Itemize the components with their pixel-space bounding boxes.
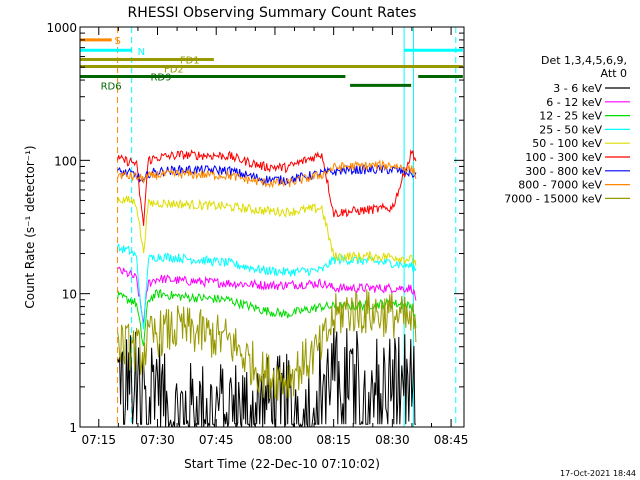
y-axis: 1 10 100 1000 [46,21,464,435]
legend-label: 300 - 800 keV [525,165,602,178]
y-tick-label: 100 [54,154,77,168]
flag-label-rd6: RD6 [101,81,122,92]
legend-label: 6 - 12 keV [546,96,602,109]
legend-label: 3 - 6 keV [553,82,602,95]
series-line-5 [117,148,417,226]
y-axis-label: Count Rate (s⁻¹ detector⁻¹) [23,145,37,308]
x-tick-label: 08:15 [316,433,351,447]
flag-label-fd2: FD2 [164,65,184,76]
y-tick-label: 1 [69,421,77,435]
chart-title: RHESSI Observing Summary Count Rates [128,5,417,21]
x-tick-label: 08:00 [258,433,293,447]
flag-label-n: N [138,47,145,58]
x-tick-label: 08:30 [375,433,410,447]
legend-label: 12 - 25 keV [539,110,602,123]
y-tick-label: 1000 [46,21,77,35]
legend-label: 25 - 50 keV [539,123,602,136]
x-tick-label: 07:30 [140,433,175,447]
series-line-8 [117,289,417,401]
x-axis: 07:15 07:30 07:45 08:00 08:15 08:30 08:45 [81,27,468,447]
legend-label: 7000 - 15000 keV [504,192,602,205]
flag-label-s: S [115,36,121,47]
legend-label: 50 - 100 keV [532,137,602,150]
series-line-1 [117,266,417,326]
legend-title: Det 1,3,4,5,6,9, [541,54,627,67]
legend-label: 100 - 300 keV [525,151,602,164]
flag-label-fd1: FD1 [180,56,200,67]
series-line-4 [117,195,417,266]
x-axis-label: Start Time (22-Dec-10 07:10:02) [184,457,380,471]
series-line-3 [117,243,417,330]
x-tick-label: 08:45 [434,433,469,447]
plot-frame [79,26,465,428]
flag-label-rd9: RD9 [150,73,171,84]
series-line-0 [117,327,416,427]
x-tick-label: 07:15 [81,433,116,447]
x-tick-label: 07:45 [199,433,234,447]
legend-title: Att 0 [601,67,627,80]
y-tick-label: 10 [62,288,77,302]
series-line-7 [117,159,417,189]
legend-label: 800 - 7000 keV [518,179,602,192]
footer-timestamp: 17-Oct-2021 18:44 [560,469,636,478]
